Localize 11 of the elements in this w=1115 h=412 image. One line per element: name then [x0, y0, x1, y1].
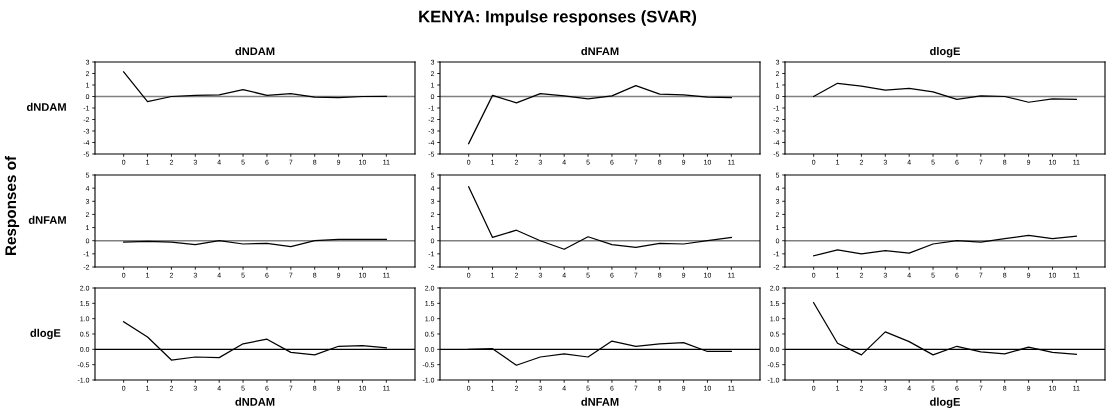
chart-title: dNFAM — [581, 47, 619, 56]
x-axis-title: dNFAM — [581, 397, 619, 406]
x-axis-title: dNDAM — [235, 397, 275, 406]
y-axis-title: dlogE — [30, 328, 61, 340]
y-axis-title: dNFAM — [28, 215, 66, 224]
chart-title: dlogE — [930, 47, 960, 58]
text: Responses of — [4, 155, 20, 256]
text: KENYA: Impulse responses (SVAR) — [419, 10, 697, 26]
x-axis-title: dlogE — [930, 397, 960, 408]
y-axis-title: dNDAM — [26, 102, 66, 111]
chart-title: dNDAM — [235, 47, 275, 56]
